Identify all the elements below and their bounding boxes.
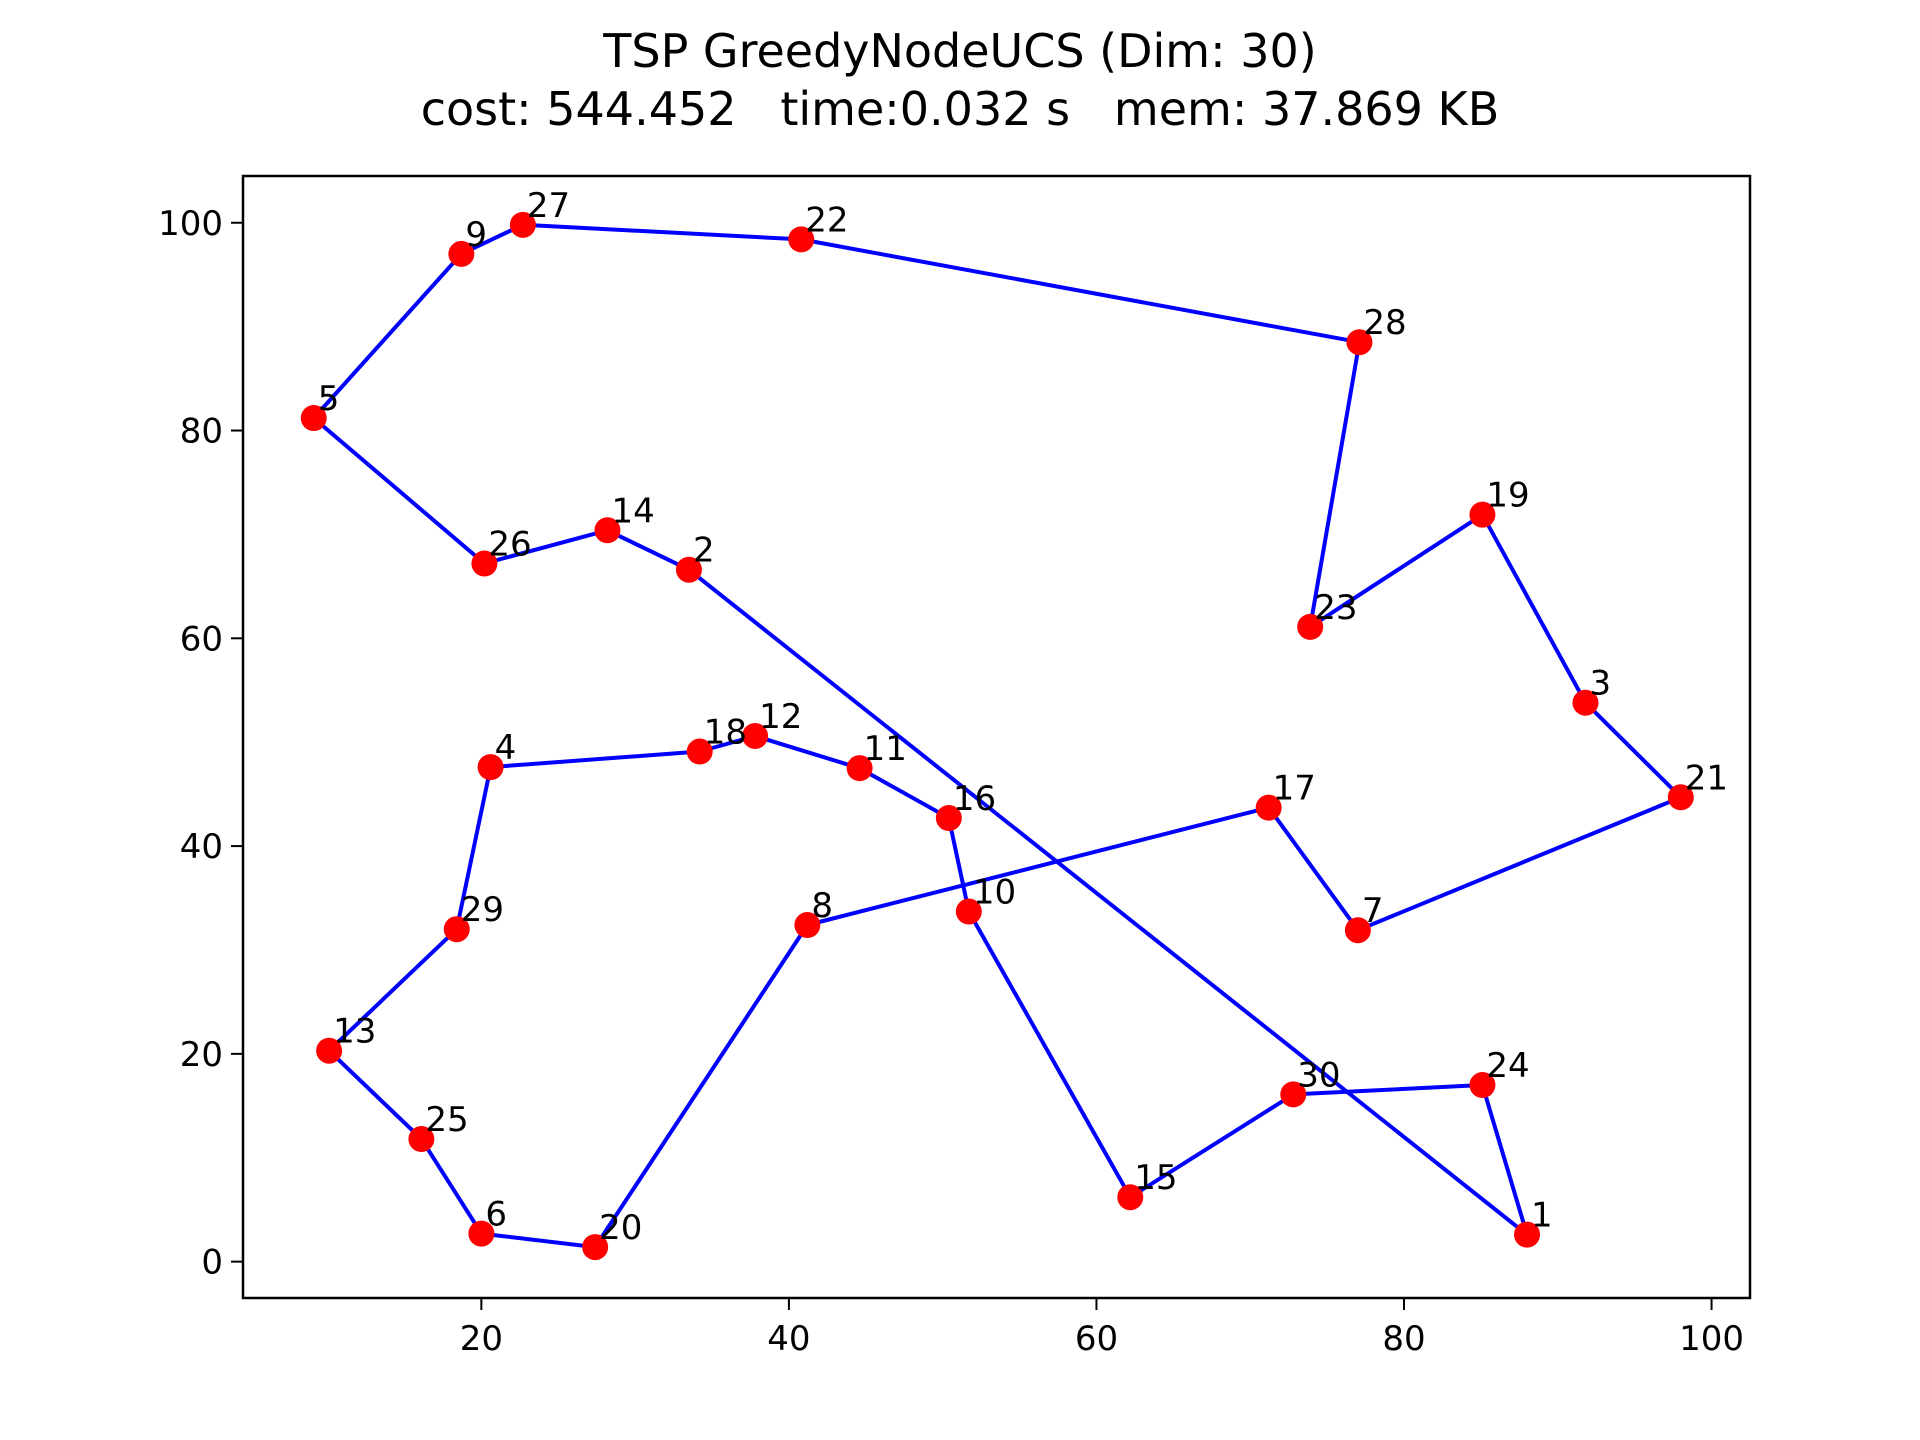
node-point-18 [686,738,713,765]
x-tick-label: 20 [460,1319,503,1359]
node-point-4 [477,754,504,781]
node-label-18: 18 [704,713,747,753]
node-label-22: 22 [805,200,848,240]
node-label-12: 12 [759,697,802,737]
y-tick-label: 60 [180,619,223,659]
node-label-11: 11 [864,729,907,769]
node-label-30: 30 [1297,1055,1340,1095]
node-label-29: 29 [461,890,504,930]
node-point-22 [788,226,815,253]
node-point-5 [300,405,327,432]
node-label-4: 4 [495,728,517,768]
node-point-8 [794,912,821,939]
y-tick-label: 0 [201,1243,223,1283]
node-point-16 [935,805,962,832]
x-tick-label: 60 [1075,1319,1118,1359]
node-label-6: 6 [485,1195,507,1235]
y-axis: 0 20 40 60 80 100 [158,204,243,1283]
node-label-1: 1 [1531,1196,1553,1236]
node-point-30 [1280,1081,1307,1108]
y-tick-label: 40 [180,827,223,867]
node-label-16: 16 [953,779,996,819]
node-label-21: 21 [1685,758,1728,798]
node-point-23 [1297,613,1324,640]
node-point-27 [509,211,536,238]
x-tick-label: 80 [1382,1319,1425,1359]
y-tick-label: 80 [180,412,223,452]
node-label-25: 25 [425,1100,468,1140]
node-label-9: 9 [465,215,487,255]
chart-title: TSP GreedyNodeUCS (Dim: 30) [603,24,1317,78]
node-point-1 [1514,1221,1541,1248]
node-label-7: 7 [1362,891,1384,931]
node-point-29 [443,916,470,943]
node-point-25 [408,1126,435,1153]
node-point-28 [1346,329,1373,356]
y-tick-label: 100 [158,204,223,244]
node-label-14: 14 [611,491,654,531]
node-point-7 [1344,917,1371,944]
node-label-13: 13 [333,1012,376,1052]
node-point-9 [448,240,475,267]
x-tick-label: 100 [1679,1319,1744,1359]
node-label-19: 19 [1486,476,1529,516]
node-point-20 [582,1234,609,1261]
node-point-24 [1469,1072,1496,1099]
node-label-5: 5 [318,379,340,419]
node-label-20: 20 [599,1208,642,1248]
node-point-11 [846,755,873,782]
node-label-27: 27 [527,186,570,226]
node-label-26: 26 [488,525,531,565]
node-label-23: 23 [1314,588,1357,628]
node-point-21 [1667,784,1694,811]
node-point-17 [1255,794,1282,821]
node-point-13 [316,1037,343,1064]
node-point-14 [594,517,621,544]
node-layer [300,211,1694,1261]
node-point-26 [471,550,498,577]
node-label-17: 17 [1273,769,1316,809]
chart-subtitle: cost: 544.452 time:0.032 s mem: 37.869 K… [420,82,1500,136]
x-axis: 20 40 60 80 100 [460,1298,1744,1359]
node-point-10 [955,898,982,925]
node-label-8: 8 [811,886,833,926]
node-point-12 [742,722,769,749]
node-point-15 [1117,1184,1144,1211]
node-label-24: 24 [1486,1046,1529,1086]
y-tick-label: 20 [180,1035,223,1075]
node-label-15: 15 [1134,1158,1177,1198]
node-point-3 [1572,689,1599,716]
node-point-6 [468,1220,495,1247]
plot-frame [241,174,1752,1300]
node-label-28: 28 [1363,303,1406,343]
node-label-3: 3 [1589,664,1611,704]
x-tick-label: 40 [767,1319,810,1359]
node-label-10: 10 [973,873,1016,913]
node-point-19 [1469,501,1496,528]
node-point-2 [675,556,702,583]
node-label-2: 2 [693,531,715,571]
